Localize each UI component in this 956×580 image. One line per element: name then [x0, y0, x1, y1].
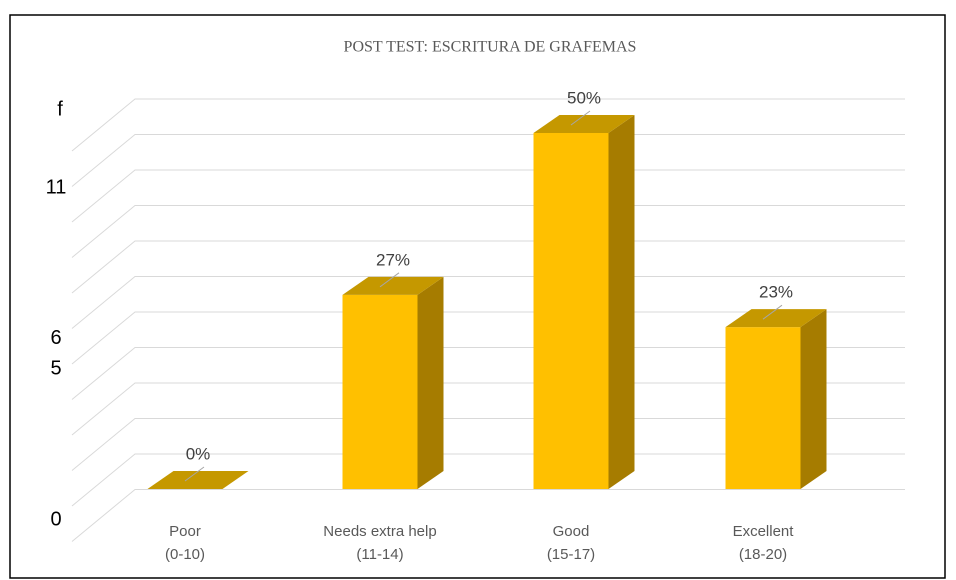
bar-top: [533, 115, 635, 133]
data-label: 50%: [567, 88, 601, 107]
bar-top: [725, 309, 827, 328]
wall-line: [71, 311, 905, 365]
leader-line: [762, 304, 783, 320]
chart-title: POST TEST: ESCRITURA DE GRAFEMAS: [344, 39, 637, 56]
x-tick-label: Good (15-17): [546, 523, 596, 563]
bar-front: [725, 327, 801, 489]
leader-line: [379, 272, 400, 288]
leader-line: [570, 110, 591, 126]
wall-line: [71, 382, 905, 436]
x-tick-label: Needs extra help (11-14): [323, 523, 437, 563]
data-label: 0%: [186, 444, 211, 463]
bar-front: [342, 294, 418, 489]
x-tick-label: Poor (0-10): [164, 523, 205, 563]
wall-line: [71, 489, 905, 542]
wall-line: [71, 347, 905, 400]
y-tick-label: 11: [46, 176, 67, 198]
y-axis-label: f: [57, 98, 63, 120]
bar-side: [608, 115, 635, 489]
x-tick-label: Excellent (18-20): [732, 523, 794, 563]
wall-line: [71, 276, 905, 329]
bar: [725, 309, 827, 489]
bar-top: [147, 471, 249, 489]
y-tick-label: 0: [50, 508, 61, 530]
y-tick-label: 6: [50, 327, 61, 349]
wall-line: [71, 98, 905, 152]
wall-line: [71, 453, 905, 507]
bar-front: [533, 133, 609, 489]
wall-line: [71, 169, 905, 223]
wall-line: [71, 134, 905, 187]
wall-line: [71, 205, 905, 258]
bar: [533, 115, 635, 489]
y-tick-label: 5: [50, 357, 61, 379]
bar: [147, 471, 249, 489]
wall-line: [71, 240, 905, 294]
data-label: 27%: [376, 250, 410, 269]
bar-top: [342, 276, 444, 295]
bar: [342, 276, 444, 489]
bar-side: [800, 309, 827, 489]
bar-side: [417, 276, 444, 489]
wall-line: [71, 418, 905, 471]
leader-line: [184, 466, 205, 482]
data-label: 23%: [759, 283, 793, 302]
